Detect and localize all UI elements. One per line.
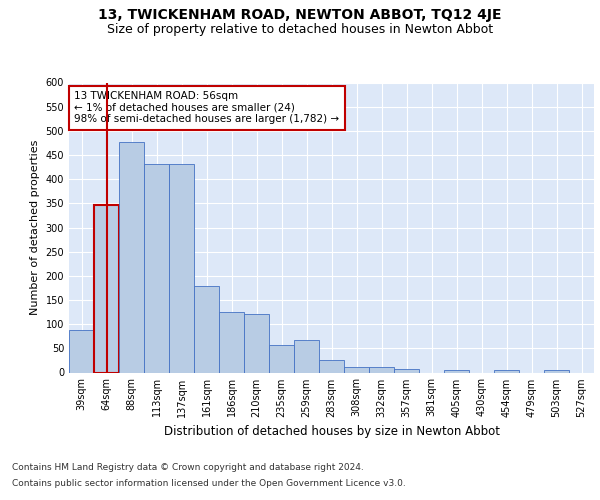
Bar bbox=[344, 366, 369, 372]
Bar bbox=[394, 368, 419, 372]
Bar bbox=[369, 366, 394, 372]
Bar bbox=[69, 330, 94, 372]
Text: Contains public sector information licensed under the Open Government Licence v3: Contains public sector information licen… bbox=[12, 478, 406, 488]
Bar bbox=[494, 370, 519, 372]
Bar bbox=[244, 314, 269, 372]
Text: Size of property relative to detached houses in Newton Abbot: Size of property relative to detached ho… bbox=[107, 22, 493, 36]
Text: 13 TWICKENHAM ROAD: 56sqm
← 1% of detached houses are smaller (24)
98% of semi-d: 13 TWICKENHAM ROAD: 56sqm ← 1% of detach… bbox=[74, 91, 340, 124]
Bar bbox=[94, 205, 119, 372]
Bar bbox=[194, 286, 219, 372]
Text: 13, TWICKENHAM ROAD, NEWTON ABBOT, TQ12 4JE: 13, TWICKENHAM ROAD, NEWTON ABBOT, TQ12 … bbox=[98, 8, 502, 22]
Bar bbox=[544, 370, 569, 372]
Bar bbox=[169, 164, 194, 372]
Bar bbox=[444, 370, 469, 372]
Bar bbox=[319, 360, 344, 372]
Bar bbox=[219, 312, 244, 372]
X-axis label: Distribution of detached houses by size in Newton Abbot: Distribution of detached houses by size … bbox=[163, 425, 499, 438]
Y-axis label: Number of detached properties: Number of detached properties bbox=[30, 140, 40, 315]
Bar bbox=[269, 345, 294, 372]
Bar bbox=[294, 340, 319, 372]
Bar bbox=[144, 164, 169, 372]
Bar bbox=[119, 142, 144, 372]
Text: Contains HM Land Registry data © Crown copyright and database right 2024.: Contains HM Land Registry data © Crown c… bbox=[12, 464, 364, 472]
